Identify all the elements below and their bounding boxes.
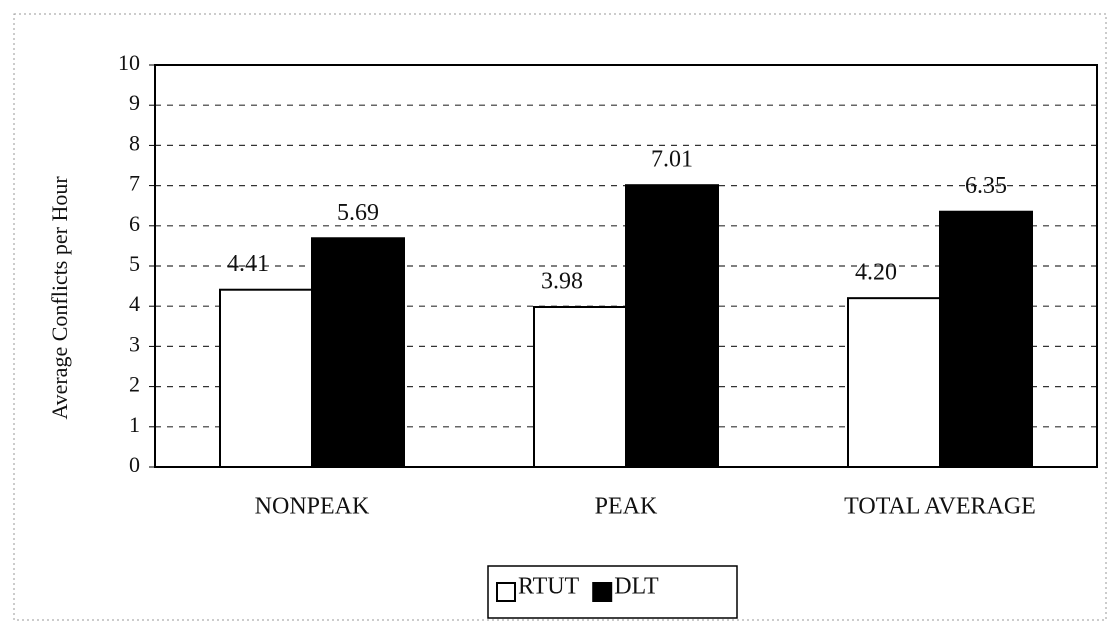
legend-swatch	[592, 582, 613, 602]
y-tick-label: 6	[129, 211, 140, 236]
legend-swatch	[496, 582, 516, 602]
y-tick-label: 10	[118, 50, 140, 75]
y-tick-label: 1	[129, 412, 140, 437]
value-label: 4.41	[227, 251, 269, 277]
bar	[939, 210, 1033, 468]
y-tick-label: 7	[129, 171, 140, 196]
x-tick-label: NONPEAK	[255, 494, 370, 520]
frame	[13, 13, 1107, 621]
y-tick-label: 9	[129, 90, 140, 115]
y-tick-label: 4	[129, 291, 140, 316]
y-tick-label: 5	[129, 251, 140, 276]
legend-label: DLT	[614, 574, 659, 600]
bar	[847, 297, 941, 468]
bar	[625, 184, 719, 468]
y-axis-label: Average Conflicts per Hour	[47, 176, 72, 420]
x-tick-label: TOTAL AVERAGE	[844, 494, 1036, 520]
x-tick-label: PEAK	[595, 494, 658, 520]
y-tick-label: 3	[129, 331, 140, 356]
bar	[219, 288, 313, 468]
value-label: 7.01	[651, 147, 693, 173]
y-tick-label: 8	[129, 130, 140, 155]
value-label: 5.69	[337, 200, 379, 226]
bar	[311, 237, 405, 468]
legend-label: RTUT	[518, 574, 580, 600]
y-tick-label: 2	[129, 372, 140, 397]
value-label: 4.20	[855, 260, 897, 286]
bar	[533, 306, 627, 468]
value-label: 3.98	[541, 269, 583, 295]
value-label: 6.35	[965, 173, 1007, 199]
y-tick-label: 0	[129, 452, 140, 477]
legend-box	[487, 565, 738, 619]
